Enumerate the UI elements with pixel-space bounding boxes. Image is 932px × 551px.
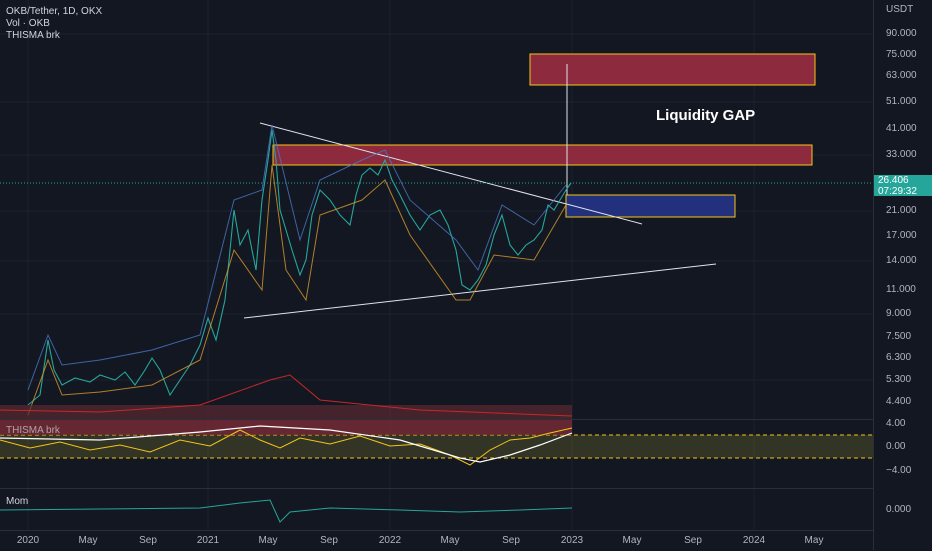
price-tick: 5.300 — [886, 374, 912, 385]
price-tick: 75.000 — [886, 49, 917, 60]
descending-trendline[interactable] — [259, 122, 643, 225]
support-zone[interactable] — [565, 194, 736, 218]
price-tick: 17.000 — [886, 230, 917, 241]
time-tick: Sep — [502, 535, 520, 546]
thisma-pane-legend[interactable]: THISMA brk — [6, 425, 60, 436]
main-chart-svg[interactable] — [0, 0, 873, 550]
thisma-oscillator — [0, 427, 573, 466]
time-tick: May — [258, 535, 278, 546]
time-tick: May — [78, 535, 98, 546]
price-tick: 63.000 — [886, 70, 917, 81]
volume-ma — [0, 374, 573, 417]
last-price-badge: 26.406 07:29:32 — [874, 175, 932, 197]
ma-lower — [27, 164, 567, 416]
pane-separator[interactable] — [0, 419, 932, 420]
time-tick: 2021 — [196, 535, 220, 546]
symbol-title[interactable]: OKB/Tether, 1D, OKX — [6, 6, 103, 17]
price-axis[interactable]: USDT 90.000 75.000 63.000 51.000 41.000 … — [873, 0, 932, 550]
price-tick: 41.000 — [886, 123, 917, 134]
thisma-legend[interactable]: THISMA brk — [6, 30, 60, 41]
time-tick: 2024 — [742, 535, 766, 546]
ascending-trendline[interactable] — [243, 263, 717, 319]
time-tick: 2020 — [16, 535, 40, 546]
momentum-tick: 0.000 — [886, 504, 912, 515]
price-tick: 33.000 — [886, 149, 917, 160]
price-tick: 21.000 — [886, 205, 917, 216]
thisma-tick: 0.00 — [886, 441, 906, 452]
chart-area[interactable]: OKB/Tether, 1D, OKX Vol · OKB THISMA brk… — [0, 0, 873, 550]
thisma-signal — [0, 425, 573, 463]
pane-separator[interactable] — [0, 488, 932, 489]
price-tick: 4.400 — [886, 396, 912, 407]
thisma-band — [0, 435, 873, 458]
thisma-tick: 4.00 — [886, 418, 906, 429]
liquidity-gap-label: Liquidity GAP — [656, 107, 756, 124]
resistance-zone[interactable] — [272, 144, 813, 166]
currency-label: USDT — [886, 4, 914, 15]
price-tick: 9.000 — [886, 308, 912, 319]
price-tick: 7.500 — [886, 331, 912, 342]
momentum-legend[interactable]: Mom — [6, 496, 29, 507]
upper-liquidity-zone[interactable] — [529, 53, 816, 86]
bar-countdown: 07:29:32 — [878, 186, 917, 197]
time-tick: 2023 — [560, 535, 584, 546]
time-tick: Sep — [320, 535, 338, 546]
volume-legend[interactable]: Vol · OKB — [6, 18, 50, 29]
time-tick: 2022 — [378, 535, 402, 546]
thisma-tick: −4.00 — [886, 465, 912, 476]
time-axis[interactable]: 2020 May Sep 2021 May Sep 2022 May Sep 2… — [0, 530, 873, 551]
time-tick: May — [804, 535, 824, 546]
price-tick: 51.000 — [886, 96, 917, 107]
price-series — [27, 129, 572, 406]
price-tick: 14.000 — [886, 255, 917, 266]
ma-upper — [27, 124, 567, 391]
momentum-line — [0, 499, 573, 523]
last-price-value: 26.406 — [878, 175, 909, 186]
price-tick: 11.000 — [886, 284, 916, 295]
time-tick: May — [440, 535, 460, 546]
time-tick: Sep — [139, 535, 157, 546]
price-tick: 90.000 — [886, 28, 917, 39]
time-tick: Sep — [684, 535, 702, 546]
price-tick: 6.300 — [886, 352, 912, 363]
time-tick: May — [622, 535, 642, 546]
